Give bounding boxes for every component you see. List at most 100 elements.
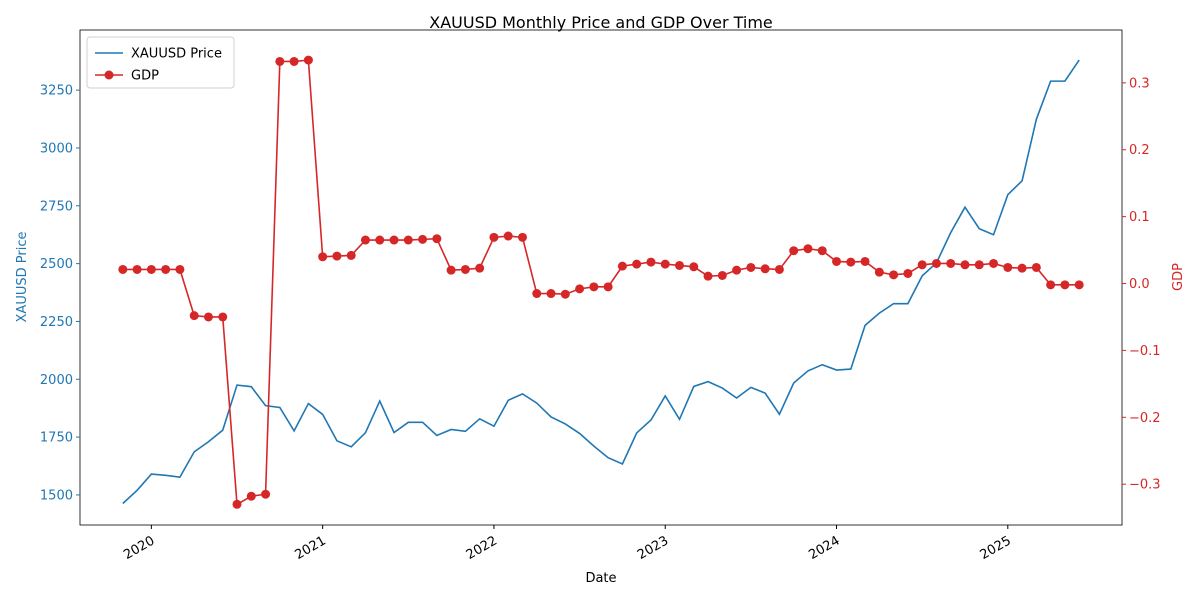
series-marker: [931, 258, 941, 268]
series-marker: [132, 264, 142, 274]
y-tick-label: 3000: [40, 141, 73, 156]
series-marker: [717, 270, 727, 280]
series-marker: [675, 260, 685, 270]
y-tick-label: 1750: [40, 431, 73, 446]
legend: XAUUSD Price GDP: [86, 36, 235, 89]
series-marker: [746, 262, 756, 272]
series-marker: [517, 232, 527, 242]
series-marker: [1031, 262, 1041, 272]
series-marker: [403, 235, 413, 245]
series-marker: [175, 264, 185, 274]
series-marker: [203, 312, 213, 322]
series-marker: [475, 263, 485, 273]
y-tick-label: 1500: [40, 488, 73, 503]
series-marker: [760, 264, 770, 274]
y2-axis-label: GDP: [1171, 263, 1186, 291]
y2-tick-label: −0.2: [1129, 411, 1161, 426]
y2-tick-label: −0.3: [1129, 478, 1161, 493]
series-marker: [646, 257, 656, 267]
series-marker: [874, 267, 884, 277]
series-marker: [303, 55, 313, 65]
series-marker: [589, 282, 599, 292]
legend-label: GDP: [131, 69, 159, 84]
series-marker: [660, 259, 670, 269]
series-marker: [846, 257, 856, 267]
series-marker: [632, 259, 642, 269]
series-marker: [218, 312, 228, 322]
series-line: [122, 59, 1080, 505]
series-marker: [375, 235, 385, 245]
series-marker: [418, 234, 428, 244]
y-tick-label: 2250: [40, 315, 73, 330]
series-marker: [974, 260, 984, 270]
series-marker: [617, 261, 627, 271]
series-marker: [1046, 280, 1056, 290]
series-marker: [832, 256, 842, 266]
series-marker: [546, 289, 556, 299]
series-marker: [989, 258, 999, 268]
series-marker: [960, 260, 970, 270]
series-marker: [318, 252, 328, 262]
series-marker: [917, 260, 927, 270]
series-marker: [261, 489, 271, 499]
series-marker: [946, 258, 956, 268]
x-axis-label: Date: [585, 571, 616, 586]
x-tick-label: 2021: [292, 533, 328, 563]
legend-marker: [104, 70, 114, 80]
series-marker: [532, 289, 542, 299]
chart-title: XAUUSD Monthly Price and GDP Over Time: [429, 13, 773, 32]
series-marker: [903, 268, 913, 278]
series-marker: [603, 282, 613, 292]
x-tick-label: 2020: [121, 533, 157, 563]
series-marker: [789, 246, 799, 256]
x-tick-label: 2022: [464, 533, 500, 563]
series-marker: [360, 235, 370, 245]
y-axis-label: XAUUSD Price: [15, 232, 30, 323]
y-tick-label: 2500: [40, 257, 73, 272]
series-marker: [575, 284, 585, 294]
y-tick-label: 3250: [40, 84, 73, 99]
series-marker: [446, 265, 456, 275]
x-tick-label: 2024: [806, 533, 842, 563]
series-marker: [1060, 280, 1070, 290]
series-marker: [560, 289, 570, 299]
series-marker: [1017, 263, 1027, 273]
series-marker: [1003, 262, 1013, 272]
series-marker: [460, 264, 470, 274]
y2-tick-label: 0.3: [1129, 76, 1150, 91]
series-marker: [146, 264, 156, 274]
series-marker: [489, 232, 499, 242]
x-tick-label: 2025: [978, 533, 1014, 563]
series-marker: [346, 250, 356, 260]
series-marker: [817, 246, 827, 256]
y2-tick-label: 0.0: [1129, 277, 1150, 292]
series-marker: [774, 264, 784, 274]
series-marker: [275, 56, 285, 66]
series-marker: [389, 235, 399, 245]
series-marker: [118, 264, 128, 274]
y2-tick-label: 0.1: [1129, 210, 1150, 225]
series-marker: [1074, 280, 1084, 290]
series-marker: [503, 231, 513, 241]
y2-tick-label: 0.2: [1129, 143, 1150, 158]
y2-tick-label: −0.1: [1129, 344, 1161, 359]
series-line: [122, 59, 1080, 506]
x-tick-label: 2023: [635, 533, 671, 563]
series-marker: [246, 491, 256, 501]
series-marker: [860, 256, 870, 266]
series-marker: [803, 244, 813, 254]
series-marker: [689, 262, 699, 272]
legend-label: XAUUSD Price: [131, 47, 222, 62]
y-tick-label: 2000: [40, 373, 73, 388]
plot-frame: [79, 29, 1123, 526]
y-tick-label: 2750: [40, 199, 73, 214]
series-marker: [189, 311, 199, 321]
series-marker: [889, 270, 899, 280]
series-marker: [161, 264, 171, 274]
series-marker: [703, 271, 713, 281]
series-marker: [232, 499, 242, 509]
legend-box: [86, 36, 235, 89]
series-marker: [732, 265, 742, 275]
series-marker: [432, 234, 442, 244]
